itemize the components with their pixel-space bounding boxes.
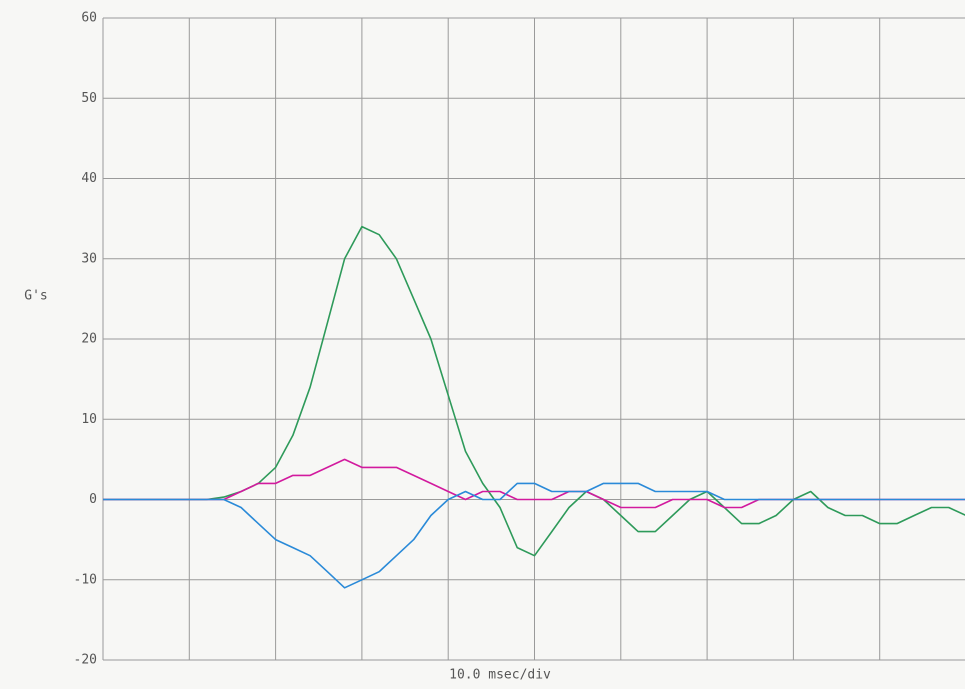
y-tick-label: 40 xyxy=(81,171,97,186)
x-axis-label: 10.0 msec/div xyxy=(449,668,551,683)
y-tick-label: 60 xyxy=(81,11,97,26)
y-tick-label: 20 xyxy=(81,332,97,347)
y-axis-label: G's xyxy=(24,289,47,304)
y-tick-label: 50 xyxy=(81,91,97,106)
y-tick-label: 10 xyxy=(81,412,97,427)
y-tick-label: 30 xyxy=(81,251,97,266)
series-line xyxy=(103,482,965,589)
y-tick-label: -20 xyxy=(74,653,97,668)
y-tick-label: 0 xyxy=(89,492,97,507)
y-tick-label: -10 xyxy=(74,572,97,587)
